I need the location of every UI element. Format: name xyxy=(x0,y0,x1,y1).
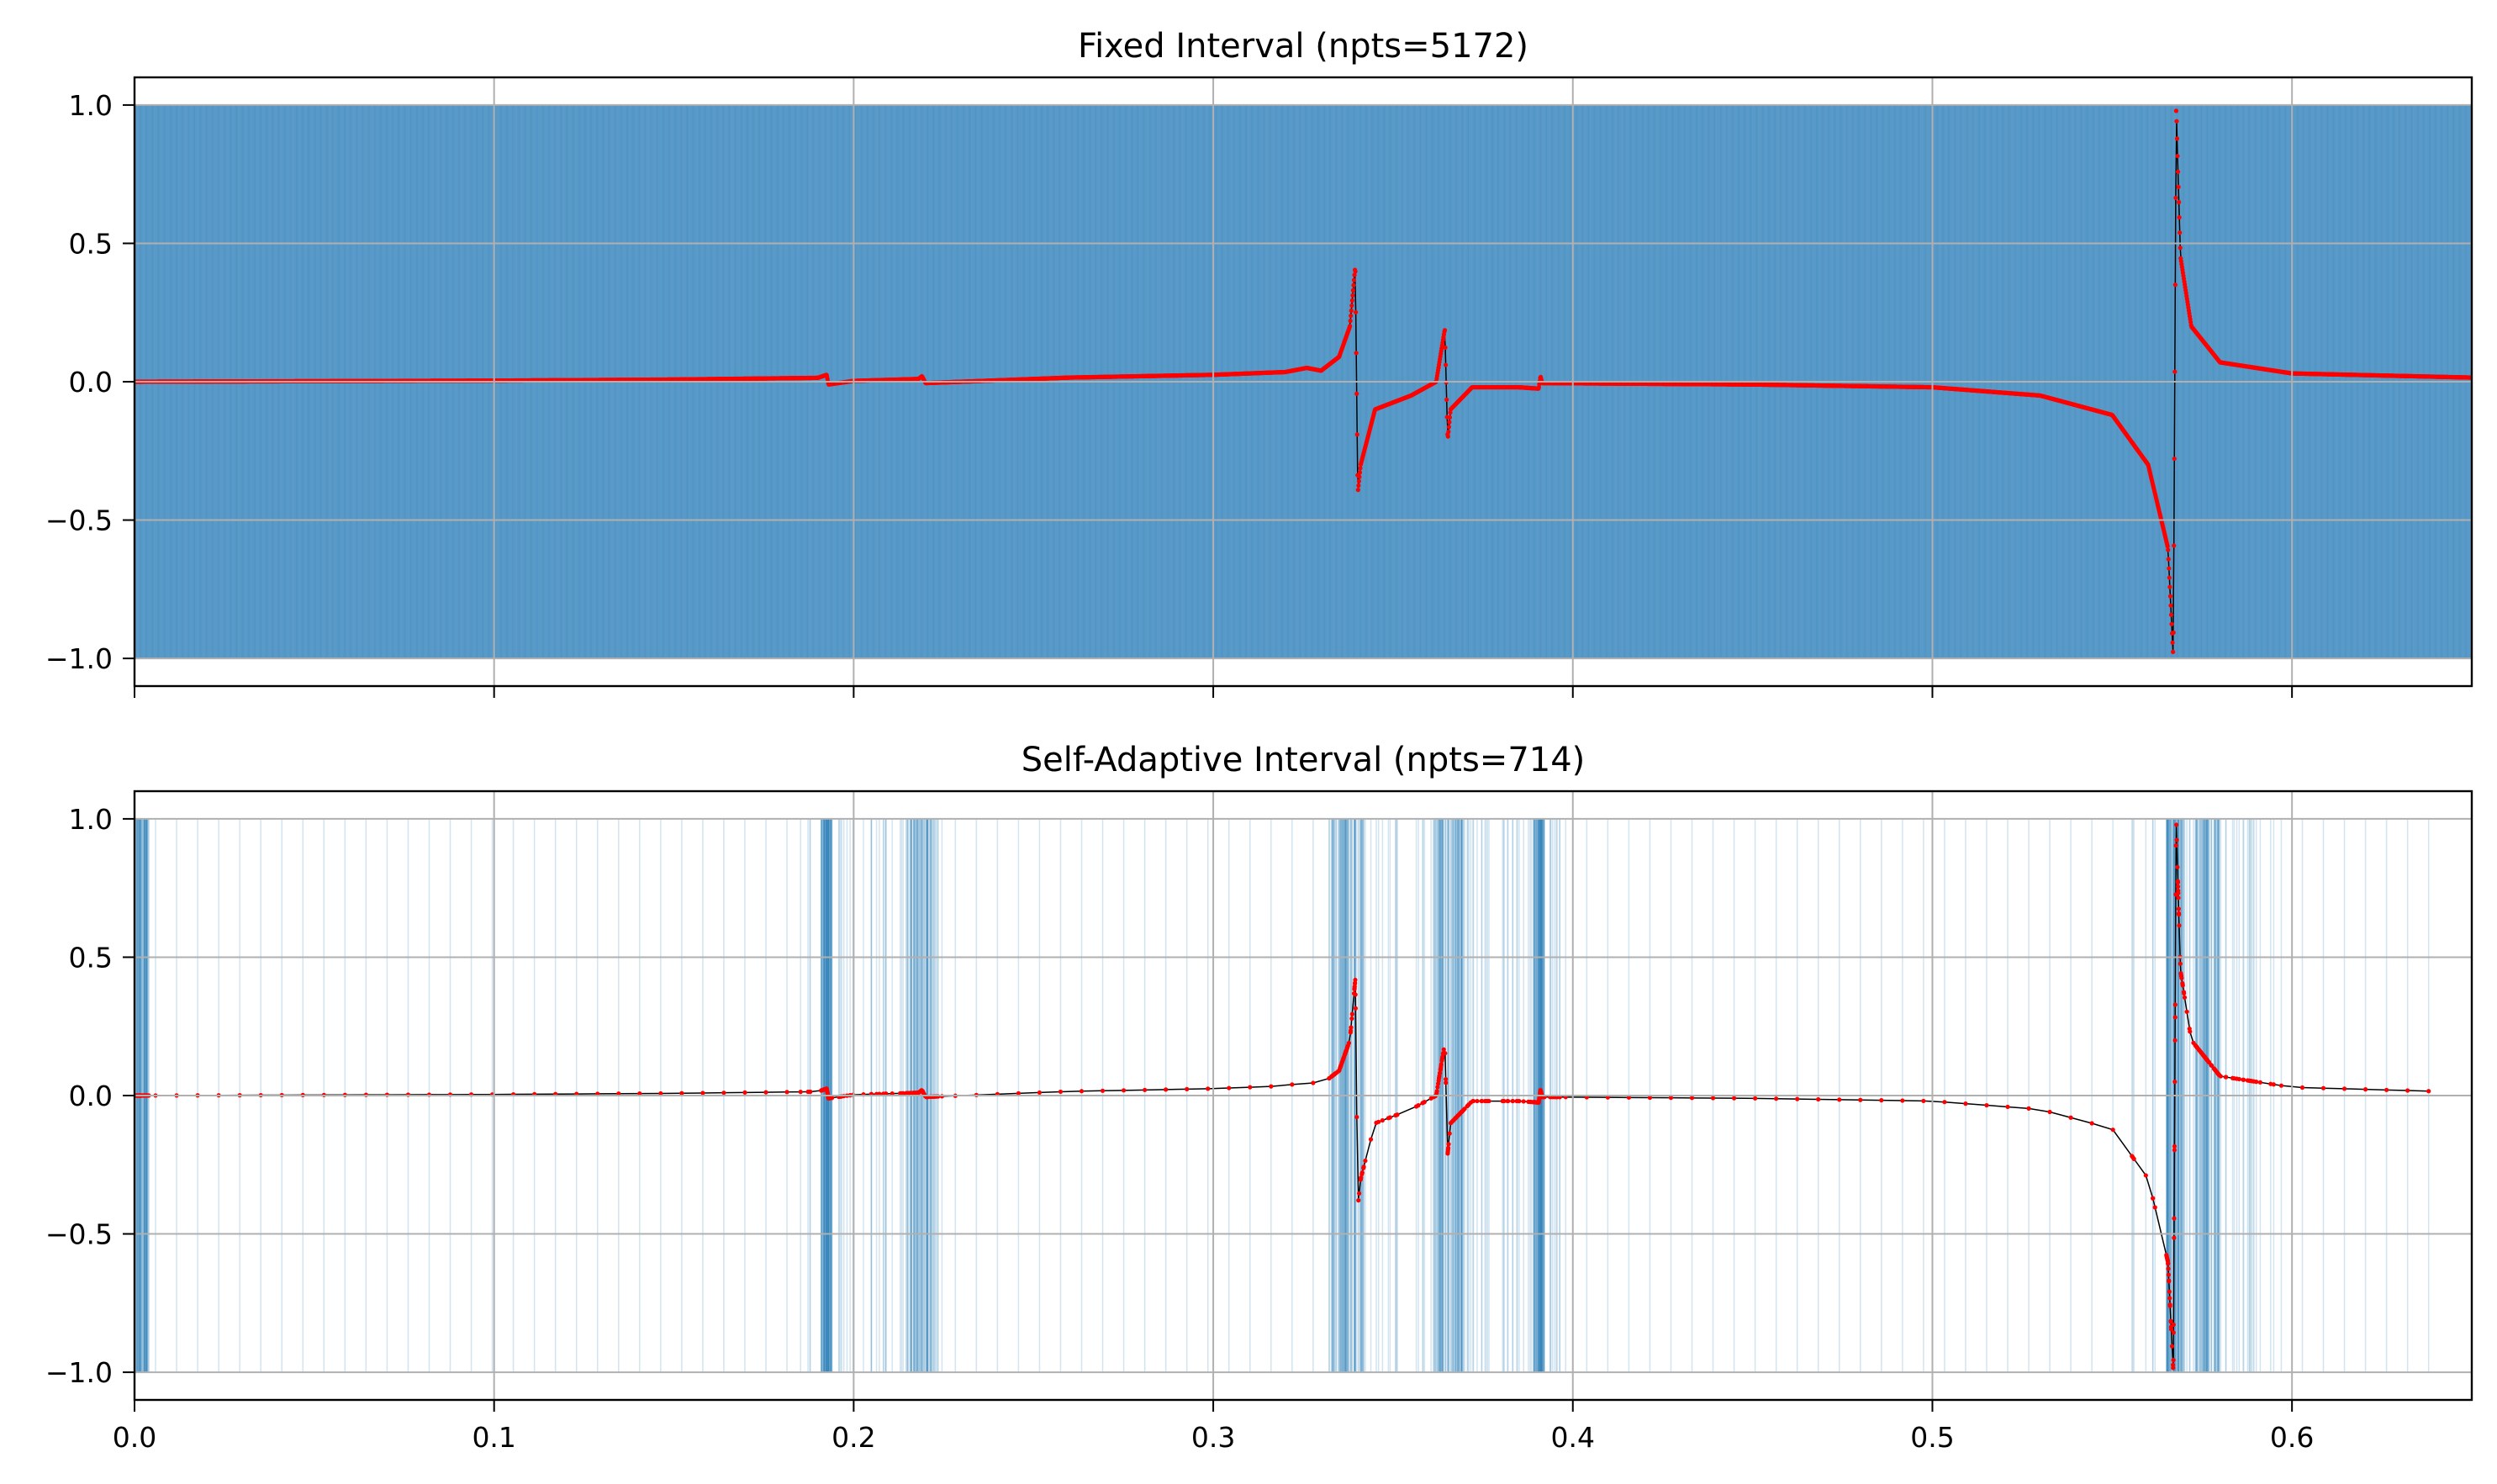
subplot-1: 1.00.50.0−0.5−1.0Fixed Interval (npts=51… xyxy=(45,27,2473,698)
